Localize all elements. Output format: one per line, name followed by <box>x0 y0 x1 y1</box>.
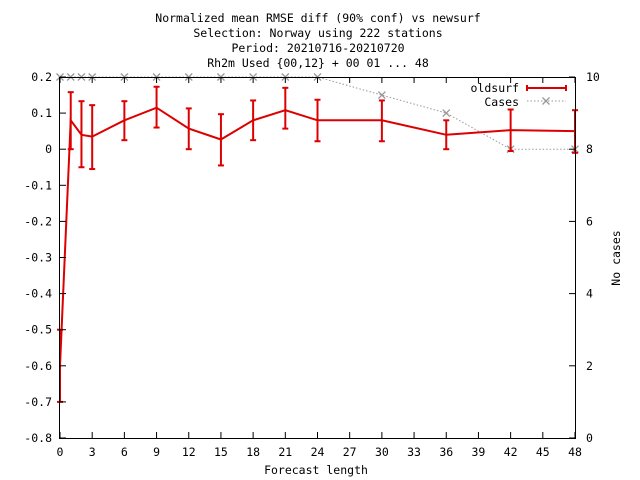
legend-label-oldsurf: oldsurf <box>471 81 519 95</box>
y-tick-label: -0.5 <box>24 323 52 337</box>
y-tick-label: 0.2 <box>31 70 52 84</box>
title-line: Normalized mean RMSE diff (90% conf) vs … <box>155 11 480 25</box>
y2-tick-label: 8 <box>586 142 593 156</box>
y2-tick-label: 2 <box>586 359 593 373</box>
oldsurf-line <box>59 106 576 366</box>
y-tick-label: -0.1 <box>24 178 52 192</box>
x-axis-label: Forecast length <box>264 463 368 477</box>
chart-title: Normalized mean RMSE diff (90% conf) vs … <box>155 11 480 70</box>
y-tick-label: -0.2 <box>24 214 52 228</box>
y-tick-label: -0.8 <box>24 431 52 445</box>
cases-point <box>377 91 386 100</box>
y2-tick-label: 4 <box>586 287 593 301</box>
y-tick-label: -0.3 <box>24 251 52 265</box>
x-tick-label: 6 <box>121 445 128 459</box>
x-tick-label: 9 <box>153 445 160 459</box>
legend-label-cases: Cases <box>484 95 519 109</box>
title-line: Period: 20210716-20210720 <box>231 41 404 55</box>
oldsurf-series <box>57 85 578 403</box>
x-tick-label: 42 <box>504 445 518 459</box>
y2-tick-label: 6 <box>586 214 593 228</box>
y2-axis-label: No cases <box>609 230 623 285</box>
y-tick-label: -0.6 <box>24 359 52 373</box>
y-tick-label: -0.4 <box>24 287 52 301</box>
x-tick-label: 0 <box>57 445 64 459</box>
x-tick-label: 18 <box>246 445 260 459</box>
x-tick-label: 36 <box>439 445 453 459</box>
x-tick-label: 21 <box>278 445 292 459</box>
x-tick-label: 33 <box>407 445 421 459</box>
x-tick-label: 45 <box>536 445 550 459</box>
title-line: Rh2m Used {00,12} + 00 01 ... 48 <box>207 56 429 70</box>
y-tick-label: 0.1 <box>31 106 52 120</box>
y2-tick-label: 10 <box>586 70 600 84</box>
y2-tick-label: 0 <box>586 431 593 445</box>
x-tick-label: 39 <box>472 445 486 459</box>
y-tick-label: -0.7 <box>24 395 52 409</box>
x-tick-label: 48 <box>568 445 582 459</box>
x-tick-label: 30 <box>375 445 389 459</box>
x-tick-label: 12 <box>182 445 196 459</box>
x-tick-label: 24 <box>311 445 325 459</box>
y-tick-label: 0 <box>45 142 52 156</box>
title-line: Selection: Norway using 222 stations <box>193 26 442 40</box>
axes: 0 3 6 9 12 15 18 21 24 27 30 33 36 39 42 45 48-0.8-0.7-0… <box>24 70 600 459</box>
x-tick-label: 27 <box>343 445 357 459</box>
x-tick-label: 3 <box>89 445 96 459</box>
cases-point <box>442 109 451 118</box>
legend-marker-cases <box>542 97 550 105</box>
x-tick-label: 15 <box>214 445 228 459</box>
